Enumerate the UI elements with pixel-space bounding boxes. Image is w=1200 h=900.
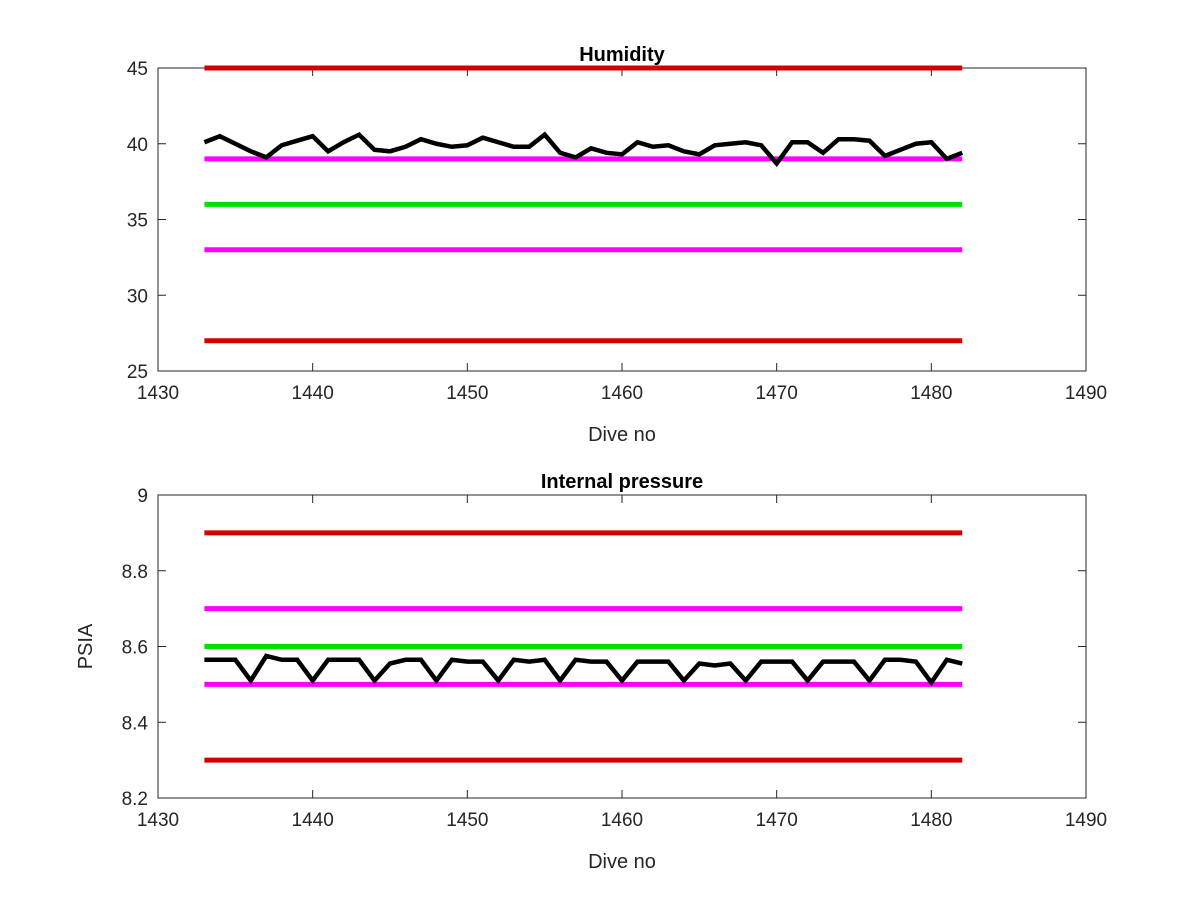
- x-axis-label: Dive no: [588, 424, 656, 446]
- y-tick-label: 8.2: [122, 789, 148, 810]
- y-axis-label: PSIA: [75, 623, 97, 669]
- y-tick-label: 8.6: [122, 638, 148, 659]
- x-tick-label: 1440: [292, 810, 334, 831]
- y-tick-label: 25: [127, 362, 148, 383]
- x-tick-label: 1430: [137, 383, 179, 404]
- y-tick-label: 8.4: [122, 713, 149, 734]
- x-tick-label: 1450: [446, 810, 488, 831]
- x-tick-label: 1470: [756, 810, 798, 831]
- data-series-line: [204, 653, 963, 687]
- y-tick-label: 35: [127, 211, 148, 232]
- y-tick-label: 9: [137, 486, 148, 507]
- x-tick-label: 1490: [1065, 383, 1107, 404]
- data-series-line: [203, 131, 964, 168]
- x-axis-label: Dive no: [588, 851, 656, 873]
- x-tick-label: 1430: [137, 810, 179, 831]
- internal-pressure-chart: 1430 1440 1450 1460 1470 1480 1490 8.2 8.4 8.6 8.8…: [75, 471, 1107, 873]
- axes-frame: [157, 67, 1087, 372]
- chart-title: Humidity: [579, 44, 665, 66]
- y-tick-label: 8.8: [122, 562, 148, 583]
- chart-title: Internal pressure: [541, 471, 703, 493]
- x-tick-label: 1470: [756, 383, 798, 404]
- x-tick-label: 1460: [601, 810, 643, 831]
- x-tick-label: 1480: [910, 383, 952, 404]
- y-tick-label: 40: [127, 135, 148, 156]
- x-tick-label: 1460: [601, 383, 643, 404]
- x-tick-label: 1480: [910, 810, 952, 831]
- humidity-chart: 1430 1440 1450 1460 1470 1480 1490 25 30 35 40 45 Hu…: [127, 44, 1107, 446]
- x-tick-label: 1490: [1065, 810, 1107, 831]
- y-tick-label: 30: [127, 286, 148, 307]
- x-tick-label: 1440: [292, 383, 334, 404]
- y-tick-label: 45: [127, 59, 148, 80]
- x-tick-label: 1450: [446, 383, 488, 404]
